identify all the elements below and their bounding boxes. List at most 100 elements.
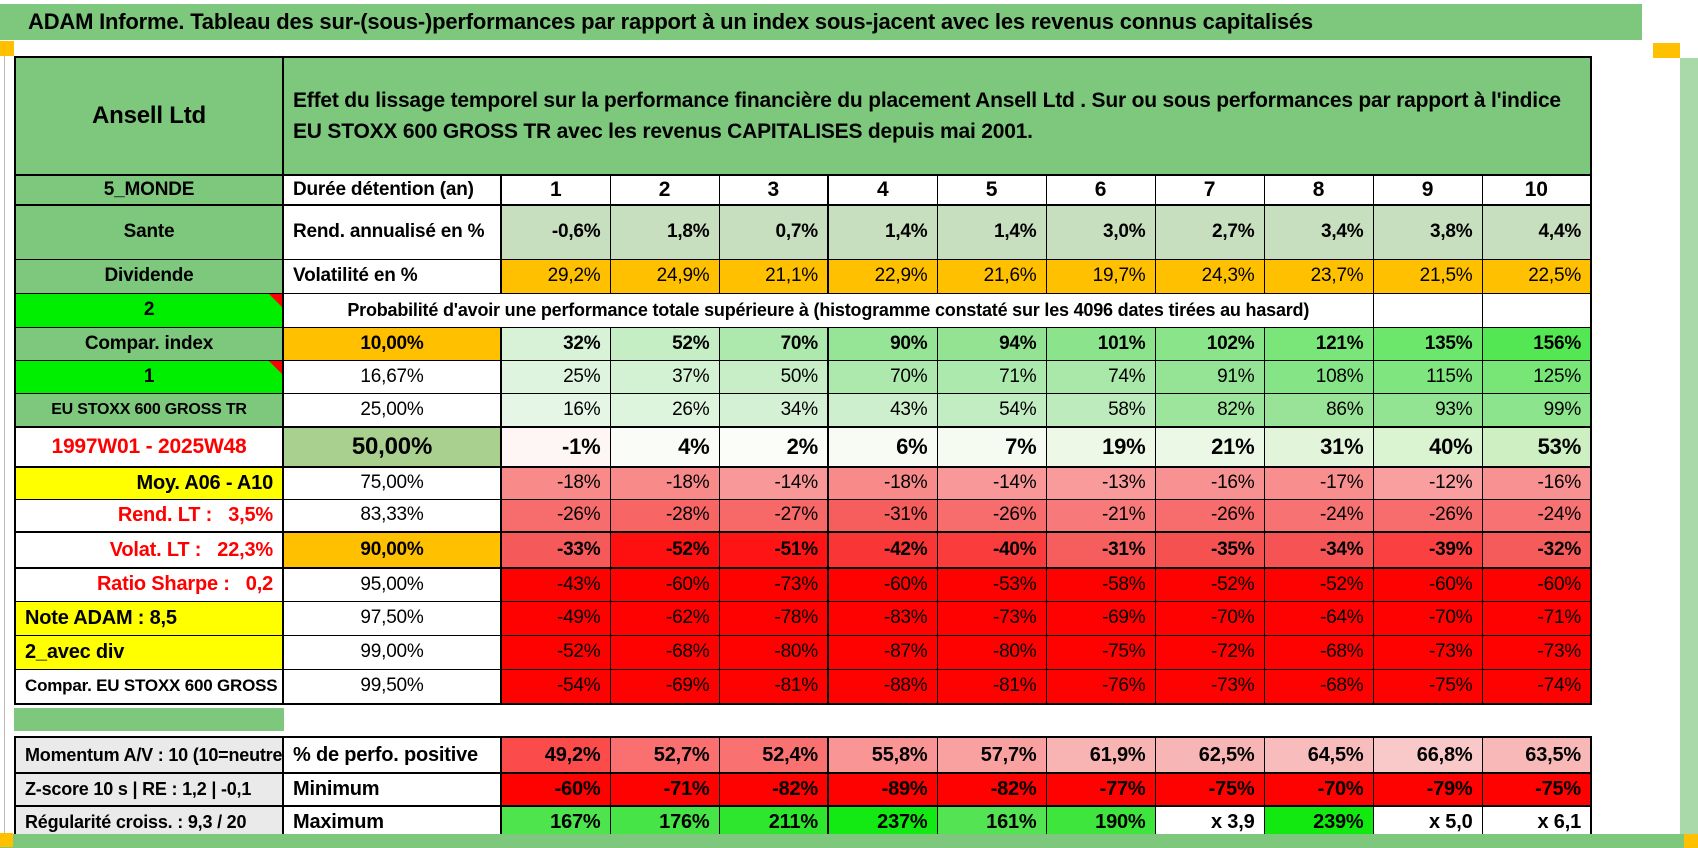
cell-p25-y2[interactable]: 26%: [609, 392, 720, 428]
cell-p95-y3[interactable]: -73%: [718, 567, 829, 602]
cell-p16-y9[interactable]: 115%: [1372, 359, 1483, 394]
row-label-probtitle[interactable]: 2: [14, 292, 284, 328]
footer-cell-momentum-y2[interactable]: 52,7%: [609, 736, 720, 774]
row-header-p10[interactable]: 10,00%: [282, 326, 502, 361]
footer-cell-momentum-y3[interactable]: 52,4%: [718, 736, 829, 774]
cell-p90-y6[interactable]: -31%: [1045, 531, 1156, 569]
row-label-volat[interactable]: Dividende: [14, 258, 284, 294]
year-header-6[interactable]: 6: [1045, 174, 1156, 206]
cell-p99-y7[interactable]: -72%: [1154, 634, 1265, 670]
footer-cell-momentum-y7[interactable]: 62,5%: [1154, 736, 1265, 774]
year-header-3[interactable]: 3: [718, 174, 829, 206]
cell-p50-y6[interactable]: 19%: [1045, 426, 1156, 468]
cell-rend-y10[interactable]: 4,4%: [1481, 204, 1592, 260]
cell-rend-y1[interactable]: -0,6%: [500, 204, 611, 260]
footer-cell-regularite-y9[interactable]: x 5,0: [1372, 805, 1483, 840]
cell-p99-y10[interactable]: -73%: [1481, 634, 1592, 670]
footer-cell-momentum-y4[interactable]: 55,8%: [827, 736, 938, 774]
cell-rend-y6[interactable]: 3,0%: [1045, 204, 1156, 260]
cell-p995-y4[interactable]: -88%: [827, 668, 938, 705]
footer-cell-momentum-y5[interactable]: 57,7%: [936, 736, 1047, 774]
cell-p90-y2[interactable]: -52%: [609, 531, 720, 569]
footer-cell-regularite-y10[interactable]: x 6,1: [1481, 805, 1592, 840]
cell-p10-y5[interactable]: 94%: [936, 326, 1047, 361]
cell-p995-y7[interactable]: -73%: [1154, 668, 1265, 705]
cell-volat-y9[interactable]: 21,5%: [1372, 258, 1483, 294]
row-label-p10[interactable]: Compar. index: [14, 326, 284, 361]
cell-p10-y3[interactable]: 70%: [718, 326, 829, 361]
cell-p10-y4[interactable]: 90%: [827, 326, 938, 361]
cell-p50-y3[interactable]: 2%: [718, 426, 829, 468]
year-header-9[interactable]: 9: [1372, 174, 1483, 206]
cell-p75-y1[interactable]: -18%: [500, 466, 611, 500]
cell-p50-y8[interactable]: 31%: [1263, 426, 1374, 468]
cell-p95-y8[interactable]: -52%: [1263, 567, 1374, 602]
cell-p97-y2[interactable]: -62%: [609, 600, 720, 636]
cell-p97-y8[interactable]: -64%: [1263, 600, 1374, 636]
cell-p995-y9[interactable]: -75%: [1372, 668, 1483, 705]
cell-p97-y1[interactable]: -49%: [500, 600, 611, 636]
cell-p97-y7[interactable]: -70%: [1154, 600, 1265, 636]
cell-p10-y9[interactable]: 135%: [1372, 326, 1483, 361]
year-header-1[interactable]: 1: [500, 174, 611, 206]
row-label-p90[interactable]: Volat. LT : 22,3%: [14, 531, 284, 569]
cell-p83-y2[interactable]: -28%: [609, 498, 720, 533]
footer-cell-regularite-y8[interactable]: 239%: [1263, 805, 1374, 840]
cell-p75-y10[interactable]: -16%: [1481, 466, 1592, 500]
footer-cell-zscore-y8[interactable]: -70%: [1263, 772, 1374, 807]
cell-p99-y4[interactable]: -87%: [827, 634, 938, 670]
cell-p83-y8[interactable]: -24%: [1263, 498, 1374, 533]
footer-cell-regularite-y3[interactable]: 211%: [718, 805, 829, 840]
cell-p50-y4[interactable]: 6%: [827, 426, 938, 468]
cell-volat-y2[interactable]: 24,9%: [609, 258, 720, 294]
cell-p995-y8[interactable]: -68%: [1263, 668, 1374, 705]
row-label-duree[interactable]: 5_MONDE: [14, 174, 284, 206]
cell-p16-y3[interactable]: 50%: [718, 359, 829, 394]
cell-p16-y8[interactable]: 108%: [1263, 359, 1374, 394]
footer-cell-momentum-y1[interactable]: 49,2%: [500, 736, 611, 774]
cell-rend-y9[interactable]: 3,8%: [1372, 204, 1483, 260]
cell-volat-y5[interactable]: 21,6%: [936, 258, 1047, 294]
row-label-p83[interactable]: Rend. LT : 3,5%: [14, 498, 284, 533]
cell-p99-y6[interactable]: -75%: [1045, 634, 1156, 670]
cell-p16-y5[interactable]: 71%: [936, 359, 1047, 394]
footer-cell-zscore-y1[interactable]: -60%: [500, 772, 611, 807]
year-header-8[interactable]: 8: [1263, 174, 1374, 206]
cell-p50-y5[interactable]: 7%: [936, 426, 1047, 468]
cell-rend-y5[interactable]: 1,4%: [936, 204, 1047, 260]
cell-p95-y7[interactable]: -52%: [1154, 567, 1265, 602]
footer-cell-zscore-y10[interactable]: -75%: [1481, 772, 1592, 807]
row-header-volat[interactable]: Volatilité en %: [282, 258, 502, 294]
cell-p16-y7[interactable]: 91%: [1154, 359, 1265, 394]
cell-p16-y10[interactable]: 125%: [1481, 359, 1592, 394]
row-label-p50[interactable]: 1997W01 - 2025W48: [14, 426, 284, 468]
year-header-2[interactable]: 2: [609, 174, 720, 206]
row-label-rend[interactable]: Sante: [14, 204, 284, 260]
cell-p16-y6[interactable]: 74%: [1045, 359, 1156, 394]
cell-p25-y8[interactable]: 86%: [1263, 392, 1374, 428]
footer-cell-zscore-y5[interactable]: -82%: [936, 772, 1047, 807]
row-label-p99[interactable]: 2_avec div: [14, 634, 284, 670]
cell-p90-y10[interactable]: -32%: [1481, 531, 1592, 569]
cell-p97-y9[interactable]: -70%: [1372, 600, 1483, 636]
cell-p10-y10[interactable]: 156%: [1481, 326, 1592, 361]
cell-p16-y1[interactable]: 25%: [500, 359, 611, 394]
cell-p25-y10[interactable]: 99%: [1481, 392, 1592, 428]
cell-p50-y10[interactable]: 53%: [1481, 426, 1592, 468]
cell-p75-y8[interactable]: -17%: [1263, 466, 1374, 500]
row-header-p995[interactable]: 99,50%: [282, 668, 502, 705]
footer-cell-zscore-y3[interactable]: -82%: [718, 772, 829, 807]
footer-cell-momentum-y8[interactable]: 64,5%: [1263, 736, 1374, 774]
row-label-p95[interactable]: Ratio Sharpe : 0,2: [14, 567, 284, 602]
cell-rend-y8[interactable]: 3,4%: [1263, 204, 1374, 260]
asset-name-cell[interactable]: Ansell Ltd: [14, 56, 284, 176]
cell-p90-y4[interactable]: -42%: [827, 531, 938, 569]
footer-header-regularite[interactable]: Maximum: [282, 805, 502, 840]
row-label-p995[interactable]: Compar. EU STOXX 600 GROSS TR: [14, 668, 284, 705]
footer-cell-zscore-y7[interactable]: -75%: [1154, 772, 1265, 807]
cell-p25-y7[interactable]: 82%: [1154, 392, 1265, 428]
footer-header-momentum[interactable]: % de perfo. positive: [282, 736, 502, 774]
cell-p75-y7[interactable]: -16%: [1154, 466, 1265, 500]
footer-cell-zscore-y2[interactable]: -71%: [609, 772, 720, 807]
footer-cell-regularite-y4[interactable]: 237%: [827, 805, 938, 840]
